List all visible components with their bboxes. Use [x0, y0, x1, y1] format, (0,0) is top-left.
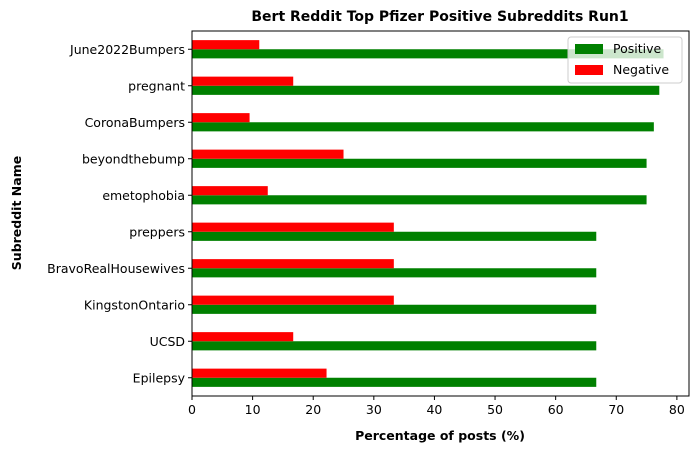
x-axis-title: Percentage of posts (%)	[355, 428, 525, 443]
y-tick-label: June2022Bumpers	[69, 42, 185, 57]
y-axis-title: Subreddit Name	[9, 156, 24, 270]
legend-swatch-positive	[575, 44, 603, 54]
bar-positive-epilepsy	[192, 377, 597, 387]
x-tick-label: 70	[608, 402, 624, 417]
plot-frame	[191, 30, 690, 397]
bar-positive-bravorealhousewives	[192, 268, 597, 278]
bar-negative-epilepsy	[192, 368, 327, 378]
x-tick-label: 60	[548, 402, 564, 417]
y-tick-label: preppers	[129, 224, 185, 239]
bar-positive-preppers	[192, 231, 597, 241]
x-axis-ticks: 0 10 20 30 40 50 60 70 80	[188, 396, 685, 417]
bar-negative-preppers	[192, 222, 394, 232]
y-tick-label: pregnant	[128, 78, 185, 93]
bar-positive-kingstonontario	[192, 304, 597, 314]
bar-negative-ucsd	[192, 332, 294, 342]
x-tick-label: 40	[426, 402, 442, 417]
legend: Positive Negative	[567, 36, 683, 84]
bars-group	[192, 40, 664, 387]
y-tick-label: emetophobia	[102, 188, 185, 203]
x-tick-label: 50	[487, 402, 503, 417]
y-tick-label: BravoRealHousewives	[47, 261, 185, 276]
y-tick-label: CoronaBumpers	[85, 115, 185, 130]
bar-positive-ucsd	[192, 341, 597, 351]
bar-negative-emetophobia	[192, 186, 268, 196]
bar-positive-june2022bumpers	[192, 49, 664, 59]
x-tick-label: 20	[305, 402, 321, 417]
bar-negative-coronabumpers	[192, 113, 250, 123]
y-tick-label: KingstonOntario	[84, 297, 185, 312]
x-tick-label: 10	[245, 402, 261, 417]
bar-negative-pregnant	[192, 76, 294, 86]
bar-positive-pregnant	[192, 85, 660, 95]
x-tick-label: 30	[366, 402, 382, 417]
bar-negative-kingstonontario	[192, 295, 394, 305]
y-tick-label: UCSD	[150, 334, 185, 349]
legend-swatch-negative	[575, 65, 603, 75]
legend-label-negative: Negative	[613, 62, 669, 77]
bar-negative-june2022bumpers	[192, 40, 260, 50]
bar-negative-beyondthebump	[192, 149, 344, 159]
x-tick-label: 0	[188, 402, 196, 417]
x-tick-label: 80	[669, 402, 685, 417]
y-axis-ticks: Epilepsy UCSD KingstonOntario BravoRealHous…	[47, 42, 192, 385]
legend-label-positive: Positive	[613, 41, 661, 56]
bar-positive-emetophobia	[192, 195, 647, 205]
bar-negative-bravorealhousewives	[192, 259, 394, 269]
bar-positive-beyondthebump	[192, 158, 647, 168]
y-tick-label: beyondthebump	[82, 151, 185, 166]
chart-title: Bert Reddit Top Pfizer Positive Subreddi…	[251, 9, 628, 25]
y-tick-label: Epilepsy	[133, 370, 186, 385]
bar-positive-coronabumpers	[192, 122, 654, 132]
